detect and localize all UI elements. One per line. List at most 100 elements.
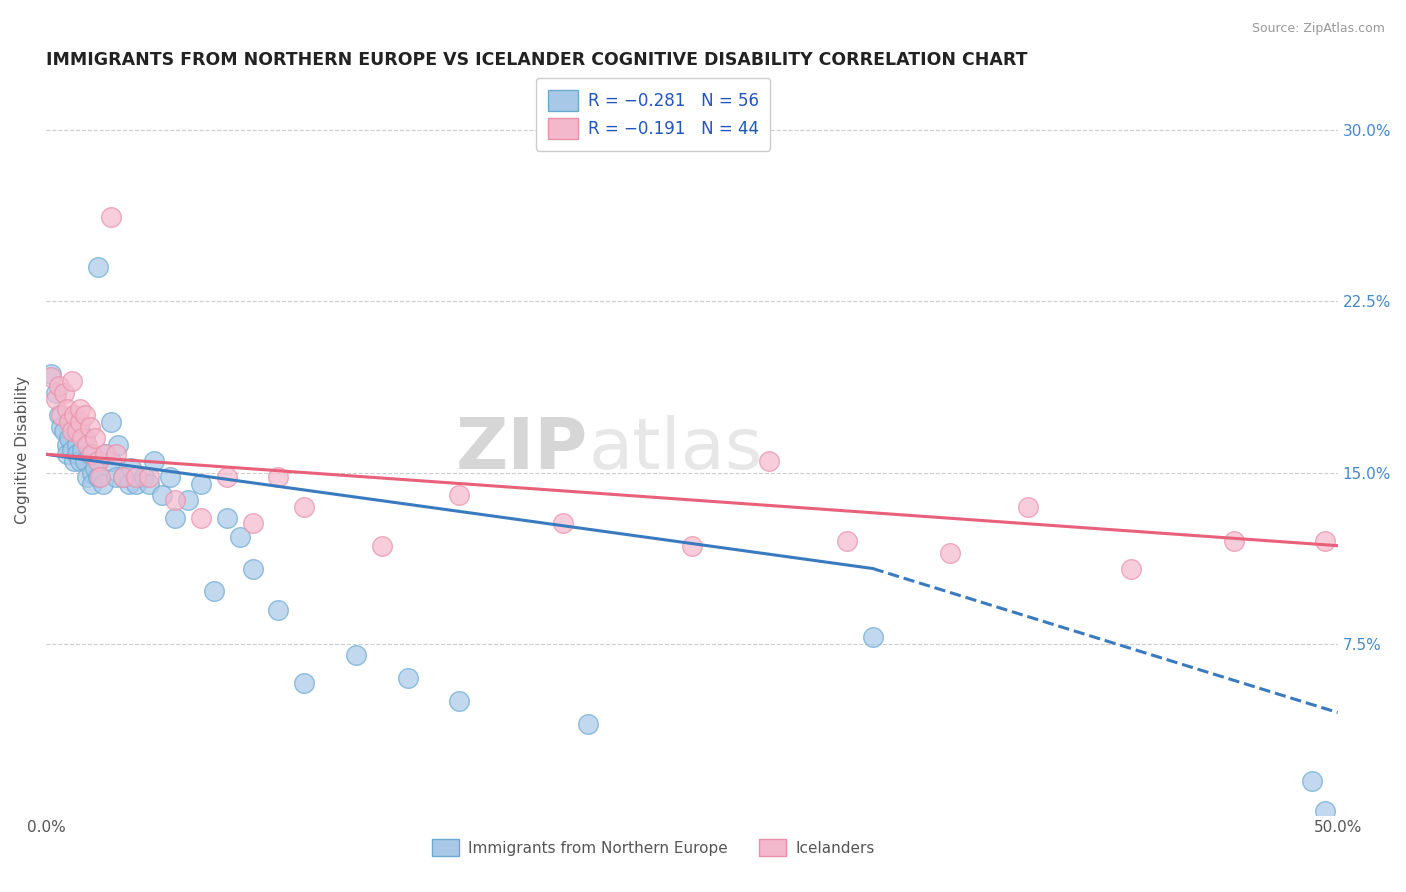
Point [165, 511, 187, 525]
Point [79, 447, 101, 461]
Point [449, 488, 471, 502]
Point [39, 368, 62, 382]
Point [53, 425, 76, 439]
Point [125, 477, 148, 491]
Point [177, 493, 200, 508]
Point [396, 671, 419, 685]
Point [66, 425, 89, 439]
Point [55, 401, 77, 416]
Point [1223, 534, 1246, 549]
Point [45, 385, 67, 400]
Point [104, 470, 127, 484]
Point [159, 470, 181, 484]
Point [60, 442, 83, 457]
Point [79, 420, 101, 434]
Point [267, 602, 290, 616]
Legend: Immigrants from Northern Europe, Icelanders: Immigrants from Northern Europe, Iceland… [426, 832, 880, 863]
Text: Source: ZipAtlas.com: Source: ZipAtlas.com [1251, 22, 1385, 36]
Point [86, 260, 108, 274]
Point [138, 470, 160, 484]
Point [76, 438, 98, 452]
Text: ZIP: ZIP [456, 415, 589, 484]
Point [89, 470, 111, 484]
Point [1017, 500, 1039, 514]
Point [112, 470, 135, 484]
Point [1301, 774, 1323, 789]
Point [267, 470, 290, 484]
Point [55, 447, 77, 461]
Point [82, 466, 104, 480]
Point [242, 561, 264, 575]
Point [134, 470, 156, 484]
Point [58, 415, 80, 429]
Point [215, 470, 238, 484]
Point [84, 461, 107, 475]
Point [70, 442, 93, 457]
Point [190, 511, 212, 525]
Point [69, 415, 91, 429]
Point [82, 447, 104, 461]
Point [1313, 534, 1336, 549]
Point [138, 477, 160, 491]
Point [55, 438, 77, 452]
Point [73, 431, 96, 445]
Point [1313, 804, 1336, 818]
Y-axis label: Cognitive Disability: Cognitive Disability [15, 376, 30, 524]
Point [107, 438, 129, 452]
Point [66, 447, 89, 461]
Point [51, 409, 73, 423]
Point [939, 545, 962, 559]
Point [120, 461, 142, 475]
Point [51, 420, 73, 434]
Point [143, 454, 166, 468]
Point [76, 470, 98, 484]
Point [117, 477, 139, 491]
Point [100, 210, 122, 224]
Point [578, 717, 600, 731]
Point [104, 447, 127, 461]
Text: IMMIGRANTS FROM NORTHERN EUROPE VS ICELANDER COGNITIVE DISABILITY CORRELATION CH: IMMIGRANTS FROM NORTHERN EUROPE VS ICELA… [46, 51, 1028, 69]
Point [66, 438, 89, 452]
Point [86, 470, 108, 484]
Point [835, 534, 858, 549]
Point [48, 378, 70, 392]
Point [48, 409, 70, 423]
Point [91, 477, 114, 491]
Point [63, 454, 86, 468]
Point [60, 415, 83, 429]
Point [82, 477, 104, 491]
Point [60, 374, 83, 388]
Point [449, 694, 471, 708]
Point [242, 516, 264, 530]
Point [551, 516, 574, 530]
Point [94, 447, 117, 461]
Point [862, 630, 884, 644]
Point [228, 529, 250, 543]
Point [292, 675, 315, 690]
Point [190, 477, 212, 491]
Point [53, 385, 76, 400]
Point [39, 369, 62, 384]
Point [73, 409, 96, 423]
Point [69, 401, 91, 416]
Point [69, 425, 91, 439]
Point [165, 493, 187, 508]
Point [681, 539, 703, 553]
Point [202, 584, 225, 599]
Point [45, 392, 67, 407]
Text: atlas: atlas [589, 415, 763, 484]
Point [70, 431, 93, 445]
Point [84, 431, 107, 445]
Point [60, 425, 83, 439]
Point [58, 431, 80, 445]
Point [371, 539, 394, 553]
Point [344, 648, 367, 663]
Point [1119, 561, 1142, 575]
Point [150, 488, 173, 502]
Point [292, 500, 315, 514]
Point [63, 409, 86, 423]
Point [112, 470, 135, 484]
Point [125, 470, 148, 484]
Point [100, 454, 122, 468]
Point [100, 415, 122, 429]
